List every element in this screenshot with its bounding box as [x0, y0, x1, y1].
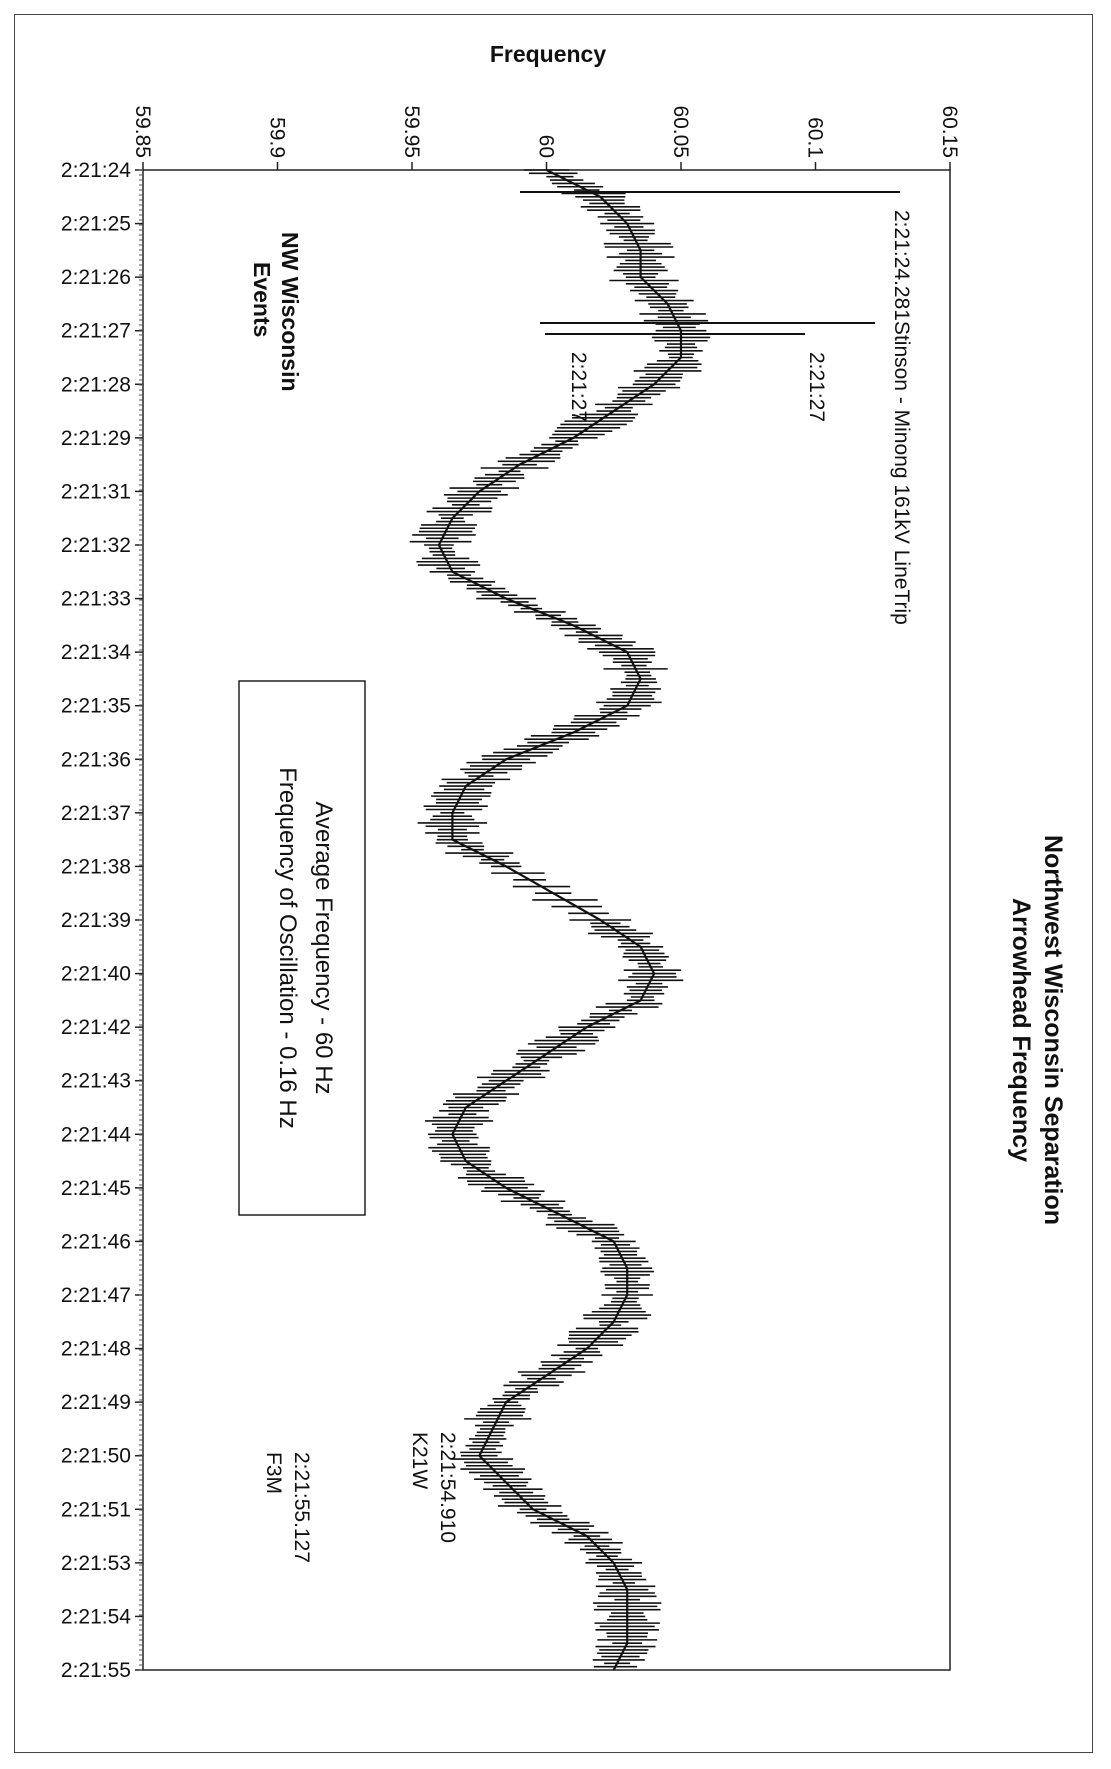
- x-tick-label: 2:21:26: [61, 266, 131, 289]
- x-tick-label: 2:21:37: [61, 802, 131, 825]
- x-tick-label: 2:21:35: [61, 695, 131, 718]
- transient-spikes: [520, 191, 900, 335]
- annotation-stinson-text: 2:21:24.281Stinson - Minong 161kV LineTr…: [890, 210, 913, 625]
- y-axis-title: Frequency: [490, 41, 607, 67]
- annotation-2127-right: 2:21:27: [805, 352, 828, 422]
- series-layer: [409, 169, 711, 1671]
- annotation-k21w: 2:21:54.910 K21W: [408, 1432, 459, 1543]
- annotation-nw-line1: NW Wisconsin: [277, 232, 303, 392]
- annotation-f3m-time: 2:21:55.127: [290, 1452, 313, 1563]
- y-axis: 59.85 59.9 59.95 60 60.05 60.1 60.15: [131, 105, 961, 170]
- x-tick-label: 2:21:53: [61, 1552, 131, 1575]
- x-tick-label: 2:21:27: [61, 320, 131, 343]
- x-tick-label: 2:21:28: [61, 373, 131, 396]
- annotation-2127-right-text: 2:21:27: [805, 352, 828, 422]
- y-tick-label: 59.95: [400, 105, 423, 158]
- x-tick-label: 2:21:25: [61, 213, 131, 236]
- info-box-line1: Average Frequency - 60 Hz: [310, 801, 337, 1094]
- info-box: [238, 680, 366, 1216]
- annotation-2127-left-text: 2:21:27: [567, 352, 590, 422]
- info-box-text: Average Frequency - 60 Hz Frequency of O…: [274, 767, 337, 1129]
- x-tick-label: 2:21:24: [61, 159, 131, 182]
- x-tick-label: 2:21:49: [61, 1391, 131, 1414]
- x-tick-label: 2:21:46: [61, 1230, 131, 1253]
- chart-subtitle: Arrowhead Frequency: [1007, 898, 1035, 1162]
- chart-title: Northwest Wisconsin Separation: [1039, 835, 1067, 1225]
- y-tick-label: 60.05: [669, 105, 692, 158]
- x-tick-label: 2:21:34: [61, 641, 131, 664]
- x-tick-label: 2:21:38: [61, 855, 131, 878]
- x-tick-label: 2:21:48: [61, 1338, 131, 1361]
- annotation-f3m-label: F3M: [262, 1452, 285, 1494]
- x-tick-label: 2:21:33: [61, 588, 131, 611]
- x-tick-label: 2:21:39: [61, 909, 131, 932]
- chart-frame: [14, 14, 1093, 1753]
- annotation-k21w-time: 2:21:54.910: [436, 1432, 459, 1543]
- x-axis: 2:21:24 2:21:25 2:21:26 2:21:27 2:21:28 2:21:…: [61, 159, 143, 1682]
- x-tick-label: 2:21:45: [61, 1177, 131, 1200]
- x-tick-label: 2:21:54: [61, 1605, 131, 1628]
- y-tick-label: 60: [535, 135, 558, 158]
- x-tick-label: 2:21:31: [61, 480, 131, 503]
- y-tick-label: 60.15: [938, 105, 961, 158]
- x-tick-label: 2:21:44: [61, 1123, 131, 1146]
- y-tick-label: 59.9: [266, 117, 289, 158]
- annotation-k21w-label: K21W: [408, 1432, 431, 1489]
- x-tick-label: 2:21:55: [61, 1659, 131, 1682]
- annotation-2127-left: 2:21:27: [567, 352, 590, 422]
- annotation-nw-line2: Events: [249, 262, 275, 337]
- annotation-stinson: 2:21:24.281Stinson - Minong 161kV LineTr…: [890, 210, 913, 625]
- info-box-line2: Frequency of Oscillation - 0.16 Hz: [274, 767, 301, 1129]
- y-tick-label: 60.1: [804, 117, 827, 158]
- x-tick-label: 2:21:51: [61, 1498, 131, 1521]
- x-tick-label: 2:21:43: [61, 1070, 131, 1093]
- chart-title-group: Northwest Wisconsin Separation Arrowhead…: [1007, 835, 1067, 1225]
- x-tick-label: 2:21:42: [61, 1016, 131, 1039]
- x-tick-label: 2:21:50: [61, 1445, 131, 1468]
- x-tick-label: 2:21:40: [61, 963, 131, 986]
- annotation-nw-events: NW Wisconsin Events: [249, 232, 303, 392]
- x-tick-label: 2:21:32: [61, 534, 131, 557]
- x-tick-label: 2:21:47: [61, 1284, 131, 1307]
- y-tick-label: 59.85: [131, 105, 154, 158]
- x-tick-label: 2:21:29: [61, 427, 131, 450]
- annotation-f3m: 2:21:55.127 F3M: [262, 1452, 313, 1563]
- x-tick-label: 2:21:36: [61, 748, 131, 771]
